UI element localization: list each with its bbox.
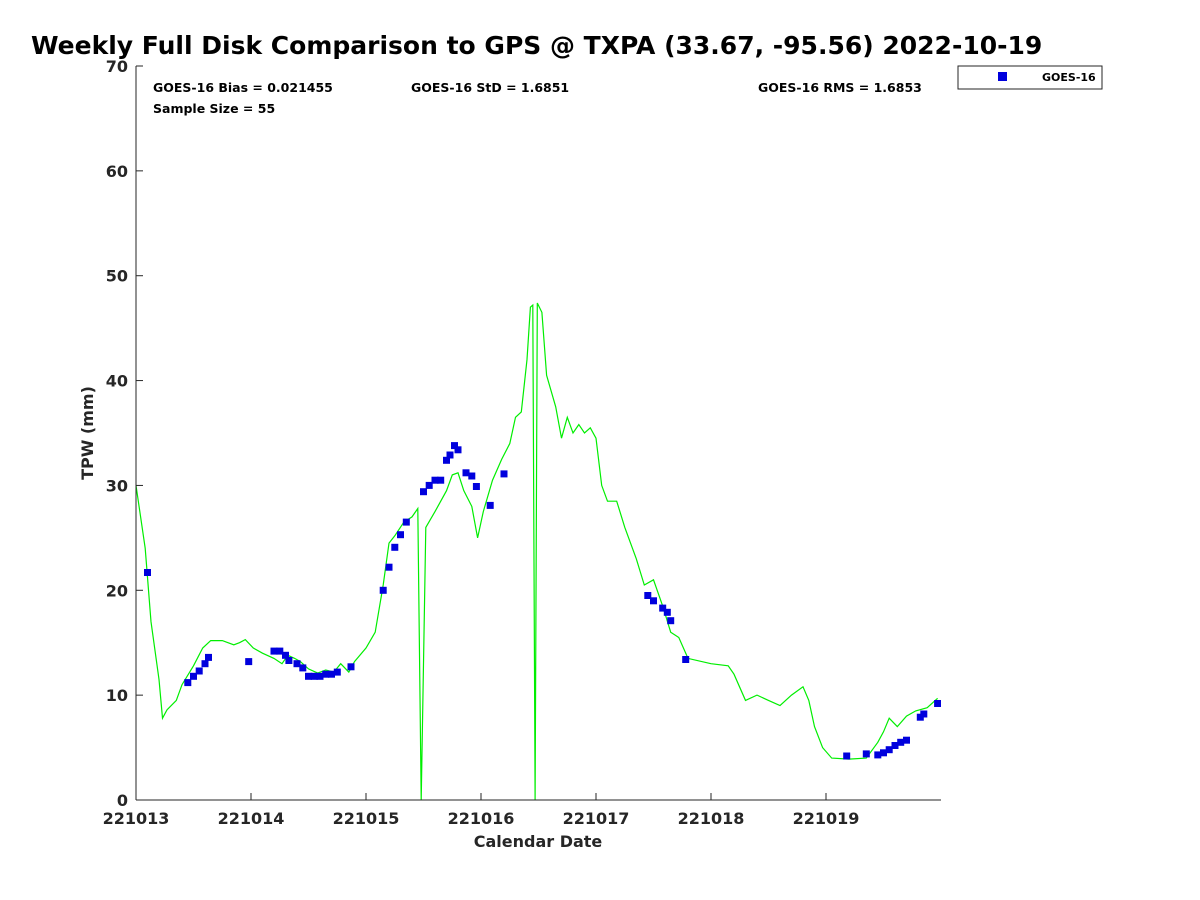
goes16-point [920, 710, 928, 718]
y-tick-label: 60 [106, 162, 128, 181]
rms-stat: GOES-16 RMS = 1.6853 [758, 80, 922, 95]
goes16-point [333, 668, 341, 676]
x-tick-label: 221013 [103, 809, 170, 828]
goes16-point [891, 742, 899, 749]
y-tick-label: 30 [106, 476, 128, 495]
x-tick-label: 221017 [563, 809, 630, 828]
goes16-point [144, 569, 151, 576]
goes16-point [451, 442, 458, 450]
goes16-point [468, 472, 476, 480]
goes16-point [443, 456, 450, 464]
goes16-point [462, 469, 470, 477]
axes [135, 66, 941, 801]
goes16-point [446, 451, 454, 459]
goes16-point [659, 604, 667, 612]
plot-area [136, 302, 941, 800]
goes16-point [425, 481, 433, 489]
goes16-point [874, 751, 882, 759]
y-tick-label: 20 [106, 581, 128, 600]
gps-tpw-line [136, 302, 939, 800]
goes16-point [843, 752, 851, 760]
goes16-point [663, 608, 671, 616]
y-tick-label: 0 [117, 791, 128, 810]
y-tick-label: 70 [106, 57, 128, 76]
goes16-point [454, 446, 462, 454]
x-tick-label: 221016 [448, 809, 515, 828]
goes16-point [316, 672, 324, 680]
x-tick-label: 221018 [678, 809, 745, 828]
goes16-point [201, 660, 209, 668]
goes16-point [486, 501, 494, 509]
goes16-point [379, 586, 387, 594]
goes16-point [322, 670, 330, 678]
legend-marker [998, 72, 1007, 81]
goes16-point [282, 651, 289, 659]
goes16-point [385, 563, 393, 571]
goes16-point [500, 470, 508, 478]
goes16-point [245, 658, 253, 666]
goes16-point [397, 531, 404, 539]
goes16-point [667, 617, 675, 625]
goes16-point [305, 672, 312, 680]
goes16-point [328, 670, 335, 678]
goes16-point [862, 750, 870, 758]
y-tick-label: 10 [106, 686, 128, 705]
goes16-point [897, 738, 905, 746]
y-axis-label: TPW (mm) [78, 386, 97, 480]
goes16-point [682, 656, 690, 663]
goes16-point [650, 597, 657, 605]
goes16-point [402, 518, 410, 526]
y-tick-label: 50 [106, 267, 128, 286]
goes16-point [276, 647, 284, 655]
legend-box [957, 65, 1103, 90]
goes16-point [285, 657, 293, 664]
goes16-point [885, 746, 893, 754]
x-tick-label: 221015 [333, 809, 400, 828]
goes16-point [437, 476, 445, 484]
x-axis-label: Calendar Date [474, 832, 603, 851]
bias-stat: GOES-16 Bias = 0.021455 [153, 80, 333, 95]
goes16-point [270, 647, 278, 655]
goes16-point [347, 663, 355, 671]
legend-label-goes16: GOES-16 [1042, 71, 1096, 84]
goes16-point [472, 483, 480, 490]
goes16-point [190, 672, 197, 680]
goes16-point [184, 679, 192, 687]
sample-size-stat: Sample Size = 55 [153, 101, 275, 116]
x-tick-label: 221019 [793, 809, 860, 828]
x-tick-label: 221014 [218, 809, 285, 828]
goes16-point [903, 736, 910, 744]
std-stat: GOES-16 StD = 1.6851 [411, 80, 569, 95]
legend: GOES-16 [957, 65, 1103, 90]
goes16-point [299, 664, 307, 672]
y-tick-label: 40 [106, 372, 128, 391]
goes16-point [391, 543, 399, 551]
goes16-point [195, 667, 203, 675]
goes16-point [431, 476, 439, 484]
goes16-point [420, 488, 427, 496]
goes16-point [880, 749, 887, 757]
goes16-point [205, 653, 212, 661]
goes16-point [644, 592, 652, 599]
goes16-point [293, 660, 301, 668]
goes16-point [934, 700, 941, 707]
chart-title: Weekly Full Disk Comparison to GPS @ TXP… [31, 31, 1042, 60]
goes16-point [310, 672, 318, 680]
